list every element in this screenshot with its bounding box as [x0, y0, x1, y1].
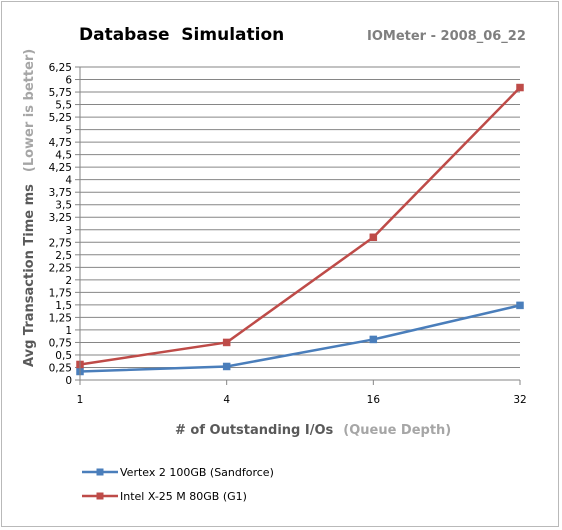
y-tick-label: 1,5	[55, 300, 72, 312]
series-line-1	[79, 304, 521, 373]
y-tick-label: 2,5	[55, 250, 72, 262]
y-tick-label: 0,25	[49, 362, 72, 374]
x-axis-note: (Queue Depth)	[343, 423, 451, 438]
data-point	[369, 335, 378, 344]
y-tick-label: 0,5	[55, 350, 72, 362]
chart-subtitle: IOMeter - 2008_06_22	[367, 29, 526, 44]
data-point	[516, 83, 524, 92]
y-tick-label: 4	[65, 175, 72, 187]
x-axis-title: # of Outstanding I/Os	[175, 423, 334, 438]
y-tick-label: 5,75	[49, 87, 72, 99]
y-tick-label: 1,75	[49, 287, 72, 299]
y-tick-label: 2,75	[49, 237, 72, 249]
legend-label: Intel X-25 M 80GB (G1)	[120, 490, 247, 503]
series-line-2	[79, 86, 521, 366]
y-tick-label: 2,25	[49, 262, 72, 274]
y-tick-label: 4,5	[55, 150, 72, 162]
y-tick-label: 6,25	[49, 62, 72, 74]
y-tick-label: 4,25	[49, 162, 72, 174]
y-axis-label: Avg Transaction Time ms (Lower is better…	[20, 49, 37, 367]
y-tick-label: 2	[65, 275, 72, 287]
y-tick-label: 5	[65, 125, 72, 137]
y-tick-label: 4,75	[49, 137, 72, 149]
data-point	[222, 362, 231, 371]
y-tick-label: 3	[65, 225, 72, 237]
y-tick-label: 5,5	[55, 100, 72, 112]
data-point	[516, 301, 524, 310]
legend: Vertex 2 100GB (Sandforce) Intel X-25 M 8…	[82, 466, 274, 503]
chart-title: Database Simulation	[79, 25, 284, 45]
y-tick-label: 1,25	[49, 312, 72, 324]
x-tick-label: 16	[367, 394, 381, 406]
data-point	[222, 338, 231, 347]
y-axis-ticks: 00,250,50,7511,251,51,7522,252,52,7533,2…	[49, 62, 80, 387]
x-tick-label: 32	[513, 394, 526, 406]
x-axis-label: # of Outstanding I/Os (Queue Depth)	[175, 421, 451, 438]
x-tick-label: 4	[223, 394, 230, 406]
y-axis-title: Avg Transaction Time ms	[22, 184, 37, 367]
y-tick-label: 0,75	[49, 337, 72, 349]
y-tick-label: 5,25	[49, 112, 72, 124]
y-tick-label: 6	[65, 75, 72, 87]
y-tick-label: 3,75	[49, 187, 72, 199]
y-tick-label: 3,5	[55, 200, 72, 212]
y-tick-label: 1	[65, 325, 72, 337]
x-axis-ticks: 1 4 16 32	[77, 380, 527, 406]
legend-label: Vertex 2 100GB (Sandforce)	[120, 466, 274, 479]
x-tick-label: 1	[77, 394, 84, 406]
data-point	[369, 233, 378, 242]
y-tick-label: 3,25	[49, 212, 72, 224]
legend-marker	[96, 492, 104, 500]
gridlines	[80, 66, 520, 368]
y-tick-label: 0	[65, 375, 72, 387]
y-axis-note: (Lower is better)	[22, 49, 37, 172]
legend-marker	[96, 468, 104, 476]
